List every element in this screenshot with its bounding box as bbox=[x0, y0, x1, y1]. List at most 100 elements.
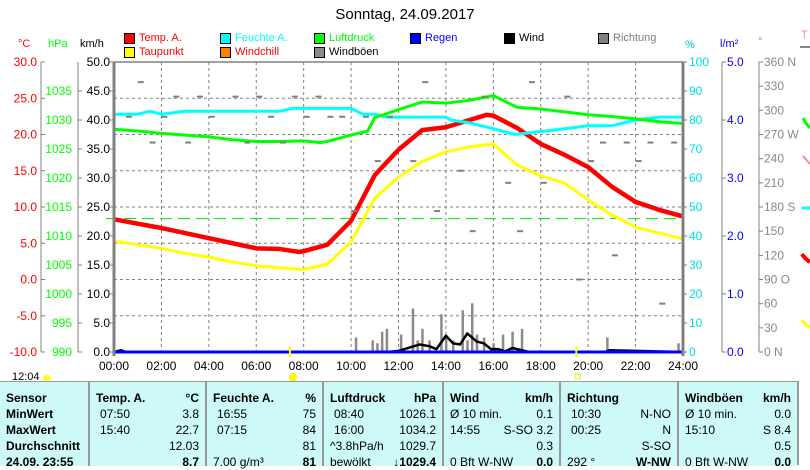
direction-tick-label: 210 bbox=[764, 176, 784, 190]
table-row: 07:15 84 bbox=[213, 422, 316, 438]
direction-axis-unit: ° bbox=[758, 36, 763, 48]
temp-tick-label: 0.0 bbox=[20, 273, 37, 287]
cell-value: S 8.4 bbox=[762, 423, 791, 437]
cell-label: 14:55 bbox=[450, 423, 481, 437]
direction-dot bbox=[161, 115, 168, 118]
table-row: 0.5 bbox=[685, 438, 791, 454]
cell-value: km/h bbox=[762, 391, 791, 405]
table-row: 16:55 75 bbox=[213, 406, 316, 422]
table-row: 15:10 S 8.4 bbox=[685, 422, 791, 438]
gust-bar bbox=[354, 337, 358, 352]
gust-bar bbox=[411, 308, 415, 352]
direction-dot bbox=[540, 181, 547, 184]
direction-tick-label: 270 W bbox=[764, 128, 799, 142]
gust-bar bbox=[520, 328, 524, 352]
legend-label: Temp. A. bbox=[139, 32, 182, 44]
cell-value: W-NW bbox=[635, 455, 671, 469]
direction-dot bbox=[351, 210, 358, 213]
x-tick-label: 12:00 bbox=[383, 359, 413, 373]
direction-dot bbox=[576, 278, 583, 281]
rain-tick-label: 0.0 bbox=[727, 345, 744, 359]
humidity-tick-label: 0 bbox=[689, 345, 696, 359]
table-column: Feuchte A.% 16:55 75 07:15 84 81 7.00 g/m³ 81 bbox=[205, 382, 322, 469]
table-row: 14:55 S-SO 3.2 bbox=[450, 422, 553, 438]
legend-label: Regen bbox=[425, 32, 458, 44]
gust-bar bbox=[385, 328, 389, 352]
x-tick-label: 06:00 bbox=[241, 359, 271, 373]
table-row: MinWert bbox=[6, 406, 82, 422]
humidity-tick-label: 40 bbox=[689, 229, 703, 243]
direction-dot bbox=[279, 141, 286, 144]
gust-bar bbox=[511, 331, 514, 352]
series-line-luftdruck bbox=[113, 94, 684, 145]
cell-value: S-SO 3.2 bbox=[503, 423, 553, 437]
cell-value: 75 bbox=[302, 407, 316, 421]
cell-value: 12.03 bbox=[168, 439, 199, 453]
direction-dot bbox=[469, 230, 476, 233]
legend-item: Luftdruck bbox=[314, 32, 374, 44]
legend-swatch bbox=[504, 32, 515, 44]
legend-item: Windböen bbox=[314, 46, 379, 58]
table-row: Sensor bbox=[6, 390, 82, 406]
rain-tick-label: 1.0 bbox=[727, 287, 744, 301]
cell-value: 0.0 bbox=[774, 407, 791, 421]
wind-tick-label: 10.0 bbox=[87, 287, 111, 301]
table-row: 00:25 N bbox=[567, 422, 671, 438]
table-row: 16:00 1034.2 bbox=[330, 422, 436, 438]
direction-dot bbox=[588, 160, 595, 163]
direction-dot bbox=[208, 115, 215, 118]
humidity-tick-label: 10 bbox=[689, 316, 703, 330]
legend-swatch bbox=[124, 46, 135, 58]
cell-label: Richtung bbox=[567, 391, 619, 405]
gust-bar bbox=[399, 334, 403, 352]
table-row: 0.3 bbox=[450, 438, 553, 454]
cell-value: 0.3 bbox=[536, 439, 553, 453]
wind-tick-label: 5.0 bbox=[93, 316, 110, 330]
scrollbar[interactable] bbox=[797, 381, 810, 465]
direction-dot bbox=[635, 160, 642, 163]
gust-bar bbox=[421, 328, 424, 352]
direction-dot bbox=[232, 95, 239, 98]
humidity-tick-label: 70 bbox=[689, 142, 703, 156]
cell-label: 08:40 bbox=[334, 407, 365, 421]
table-row: 8.7 bbox=[96, 454, 199, 470]
cell-label: 10:30 bbox=[571, 407, 602, 421]
legend-item: Wind bbox=[504, 32, 544, 44]
temp-trend-red-icon bbox=[800, 252, 810, 264]
pressure-tick-label: 1025 bbox=[45, 142, 72, 156]
legend-label: Richtung bbox=[613, 32, 657, 44]
wind-tick-label: 35.0 bbox=[87, 142, 111, 156]
cell-value: 0.0 bbox=[774, 455, 791, 469]
cell-label: Durchschnitt bbox=[6, 439, 81, 453]
legend-item: Taupunkt bbox=[124, 46, 184, 58]
table-row: 292 ° W-NW bbox=[567, 454, 671, 470]
series-line-wind bbox=[113, 332, 684, 354]
direction-dot bbox=[481, 95, 488, 98]
cell-value: 0.1 bbox=[536, 407, 553, 421]
direction-dot bbox=[196, 95, 203, 98]
table-row: Feuchte A.% bbox=[213, 390, 316, 406]
cell-label: Sensor bbox=[6, 391, 47, 405]
table-row: 7.00 g/m³ 81 bbox=[213, 454, 316, 470]
table-row: ^3.8hPa/h 1029.7 bbox=[330, 438, 436, 454]
series-line-temp-a- bbox=[113, 112, 684, 255]
x-tick-label: 16:00 bbox=[478, 359, 508, 373]
direction-dot bbox=[256, 95, 263, 98]
cell-label: MaxWert bbox=[6, 423, 56, 437]
pressure-tick-label: 1030 bbox=[45, 113, 72, 127]
current-time-label: 12:04 bbox=[12, 371, 40, 383]
humidity-tick-label: 90 bbox=[689, 84, 703, 98]
pressure-axis-unit: hPa bbox=[48, 38, 68, 50]
direction-dot bbox=[457, 169, 464, 172]
wind-tick-label: 15.0 bbox=[87, 258, 111, 272]
direction-tick-label: 30 bbox=[764, 321, 778, 335]
cell-label: MinWert bbox=[6, 407, 54, 421]
cell-value: N-NO bbox=[640, 407, 671, 421]
table-row: Windböen km/h bbox=[685, 390, 791, 406]
cell-value: km/h bbox=[524, 391, 553, 405]
x-tick-label: 18:00 bbox=[526, 359, 556, 373]
cell-value: °C bbox=[185, 391, 199, 405]
direction-dot bbox=[291, 95, 298, 98]
legend-swatch bbox=[598, 32, 609, 44]
cell-label: ^3.8hPa/h bbox=[330, 439, 384, 453]
